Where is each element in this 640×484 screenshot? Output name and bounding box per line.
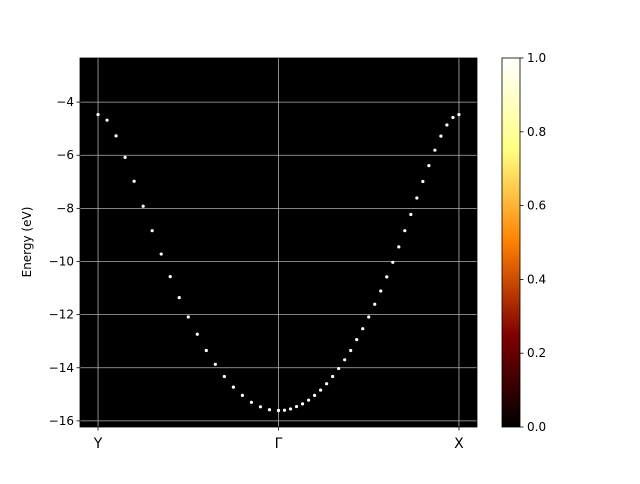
data-point bbox=[186, 315, 190, 319]
data-point bbox=[379, 289, 383, 293]
data-point bbox=[331, 374, 335, 379]
data-point bbox=[445, 123, 449, 127]
data-point bbox=[349, 348, 353, 353]
data-point bbox=[439, 134, 443, 138]
data-point bbox=[319, 388, 323, 392]
data-point bbox=[231, 385, 235, 389]
data-point bbox=[415, 196, 419, 200]
y-axis-label: Energy (eV) bbox=[20, 207, 34, 278]
y-axis: −4 −6 −8 −10 −12 −14 −16 bbox=[49, 95, 80, 428]
colorbar-axis: 0.0 0.2 0.4 0.6 0.8 1.0 bbox=[520, 51, 546, 434]
y-tick-label: −8 bbox=[56, 201, 74, 215]
data-point bbox=[312, 393, 317, 397]
data-point bbox=[114, 134, 118, 138]
colorbar-tick-label: 1.0 bbox=[527, 51, 546, 65]
data-point bbox=[141, 204, 145, 208]
colorbar bbox=[501, 57, 521, 428]
x-tick-label: Y bbox=[93, 436, 103, 452]
y-tick-label: −6 bbox=[56, 148, 74, 162]
data-point bbox=[150, 229, 154, 233]
data-point bbox=[294, 404, 299, 409]
data-point bbox=[325, 382, 329, 386]
data-point bbox=[168, 275, 172, 279]
data-point bbox=[397, 245, 401, 249]
data-point bbox=[421, 179, 425, 184]
data-point bbox=[177, 296, 181, 300]
data-point bbox=[282, 408, 287, 412]
data-point bbox=[213, 362, 217, 366]
data-point bbox=[204, 348, 208, 353]
colorbar-tick-label: 0.2 bbox=[527, 346, 546, 360]
data-point bbox=[427, 163, 431, 168]
data-point bbox=[361, 327, 365, 331]
data-point bbox=[258, 405, 263, 409]
colorbar-tick-label: 0.4 bbox=[527, 272, 546, 286]
data-point bbox=[385, 275, 389, 279]
data-point bbox=[457, 112, 461, 117]
x-tick-label: X bbox=[454, 436, 464, 452]
data-point bbox=[403, 229, 407, 233]
data-point bbox=[300, 402, 305, 406]
colorbar-tick-label: 0.6 bbox=[527, 199, 546, 213]
data-point bbox=[391, 260, 395, 264]
data-point bbox=[267, 408, 272, 412]
data-points bbox=[96, 112, 461, 413]
data-point bbox=[373, 302, 377, 306]
data-point bbox=[96, 112, 100, 117]
data-point bbox=[132, 179, 136, 183]
data-point bbox=[249, 400, 254, 404]
data-point bbox=[367, 315, 371, 319]
y-tick-label: −14 bbox=[49, 361, 74, 375]
data-point bbox=[343, 358, 347, 362]
data-point bbox=[222, 374, 226, 379]
y-tick-label: −4 bbox=[56, 95, 74, 109]
data-point bbox=[451, 115, 455, 120]
colorbar-tick-label: 0.8 bbox=[527, 125, 546, 139]
data-point bbox=[276, 408, 281, 413]
data-point bbox=[409, 212, 413, 217]
data-point bbox=[105, 118, 109, 122]
data-point bbox=[240, 393, 245, 397]
y-tick-label: −16 bbox=[49, 414, 74, 428]
data-point bbox=[288, 407, 293, 411]
data-point bbox=[195, 332, 199, 336]
data-point bbox=[355, 337, 359, 342]
y-tick-label: −10 bbox=[49, 254, 74, 268]
data-point bbox=[306, 398, 311, 402]
data-point bbox=[123, 155, 127, 159]
data-point bbox=[159, 252, 163, 256]
data-point bbox=[433, 148, 437, 152]
data-point bbox=[337, 366, 341, 371]
colorbar-tick-label: 0.0 bbox=[527, 420, 546, 434]
x-tick-label: Γ bbox=[275, 436, 283, 452]
grid-lines bbox=[80, 58, 477, 427]
y-tick-label: −12 bbox=[49, 308, 74, 322]
